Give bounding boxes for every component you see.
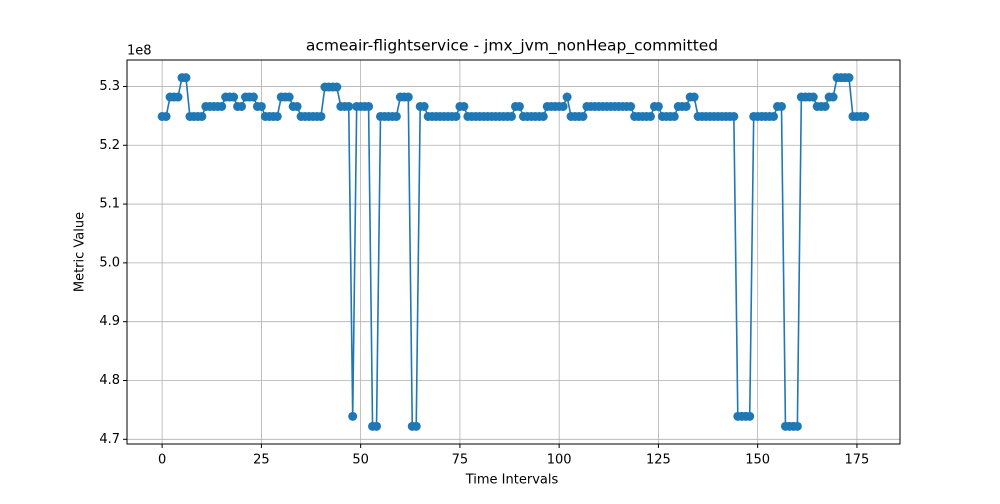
x-tick-label: 100 [547, 453, 572, 468]
y-tick-label: 4.9 [99, 314, 120, 329]
x-axis-label: Time Intervals [465, 473, 559, 488]
y-tick-label: 5.1 [99, 197, 120, 212]
data-point [844, 73, 854, 83]
data-point [669, 111, 679, 121]
data-point [332, 82, 342, 92]
data-point [689, 92, 699, 102]
data-point [284, 92, 294, 102]
data-point [558, 101, 568, 111]
data-point [272, 111, 282, 121]
data-point [745, 411, 755, 421]
x-tick-label: 175 [845, 453, 870, 468]
data-point [344, 101, 354, 111]
data-point [316, 111, 326, 121]
y-tick-label: 4.8 [99, 373, 120, 388]
data-point [820, 101, 830, 111]
data-point [372, 421, 382, 431]
data-point [348, 411, 358, 421]
data-point [217, 101, 227, 111]
x-tick-label: 150 [745, 453, 770, 468]
data-point [173, 92, 183, 102]
y-tick-label: 5.2 [99, 138, 120, 153]
y-tick-label: 4.7 [99, 432, 120, 447]
data-point [828, 92, 838, 102]
x-tick-label: 50 [352, 453, 369, 468]
data-point [256, 101, 266, 111]
y-tick-label: 5.3 [99, 79, 120, 94]
data-point [229, 92, 239, 102]
data-point [161, 111, 171, 121]
data-point [419, 101, 429, 111]
data-point [391, 111, 401, 121]
data-point [681, 101, 691, 111]
x-tick-label: 0 [158, 453, 166, 468]
data-point [562, 92, 572, 102]
y-tick-label: 5.0 [99, 255, 120, 270]
y-offset: 1e8 [127, 44, 152, 59]
data-point [514, 101, 524, 111]
x-tick-label: 25 [253, 453, 270, 468]
data-point [769, 111, 779, 121]
data-point [248, 92, 258, 102]
data-point [507, 111, 517, 121]
data-point [653, 101, 663, 111]
data-point [364, 101, 374, 111]
x-tick-label: 75 [452, 453, 469, 468]
data-point [292, 101, 302, 111]
chart-title: acmeair-flightservice - jmx_jvm_nonHeap_… [306, 37, 718, 56]
data-point [538, 111, 548, 121]
data-point [792, 421, 802, 431]
data-point [411, 421, 421, 431]
data-point [181, 73, 191, 83]
data-point [197, 111, 207, 121]
data-point [808, 92, 818, 102]
data-point [578, 111, 588, 121]
plot-frame [126, 59, 901, 445]
data-point [451, 111, 461, 121]
data-point [860, 111, 870, 121]
data-point [776, 101, 786, 111]
data-point [459, 101, 469, 111]
data-point [403, 92, 413, 102]
data-point [645, 111, 655, 121]
data-point [626, 101, 636, 111]
data-point [237, 101, 247, 111]
x-tick-label: 125 [646, 453, 671, 468]
data-point [729, 111, 739, 121]
y-axis-label: Metric Value [73, 212, 88, 292]
